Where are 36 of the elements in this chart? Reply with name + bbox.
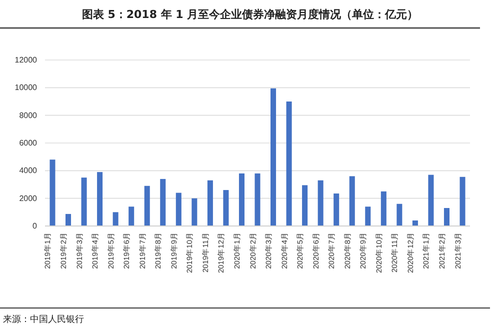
bar	[66, 214, 72, 226]
bar	[302, 185, 308, 226]
bar	[112, 212, 118, 226]
bar	[460, 176, 466, 226]
bar	[144, 186, 150, 226]
bar	[365, 206, 371, 226]
bar	[50, 160, 56, 226]
y-tick-label: 0	[32, 222, 38, 231]
bar	[81, 178, 87, 226]
bar	[444, 208, 450, 226]
bar	[270, 88, 276, 226]
y-tick-label: 2000	[19, 194, 38, 203]
source-note: 来源：中国人民银行	[3, 314, 84, 325]
bar	[160, 178, 166, 226]
bar	[318, 180, 324, 226]
bar	[380, 191, 386, 226]
bar	[396, 204, 402, 226]
bar	[238, 173, 244, 226]
bar	[334, 193, 340, 226]
bar	[254, 173, 260, 226]
bar	[192, 198, 198, 226]
bar	[97, 172, 103, 226]
bar	[349, 176, 355, 226]
bar	[412, 220, 418, 226]
y-tick-label: 4000	[19, 166, 38, 176]
y-tick-label: 10000	[14, 83, 38, 92]
chart-title: 图表 5：2018 年 1 月至今企业债券净融资月度情况（单位：亿元）	[82, 8, 418, 21]
bar	[223, 190, 229, 226]
bar	[128, 206, 134, 226]
y-tick-label: 8000	[19, 110, 38, 120]
bar	[286, 102, 292, 226]
bar	[428, 174, 434, 226]
y-tick-label: 12000	[14, 56, 38, 65]
bar	[207, 180, 213, 226]
bar	[176, 192, 182, 226]
y-tick-label: 6000	[19, 138, 38, 148]
